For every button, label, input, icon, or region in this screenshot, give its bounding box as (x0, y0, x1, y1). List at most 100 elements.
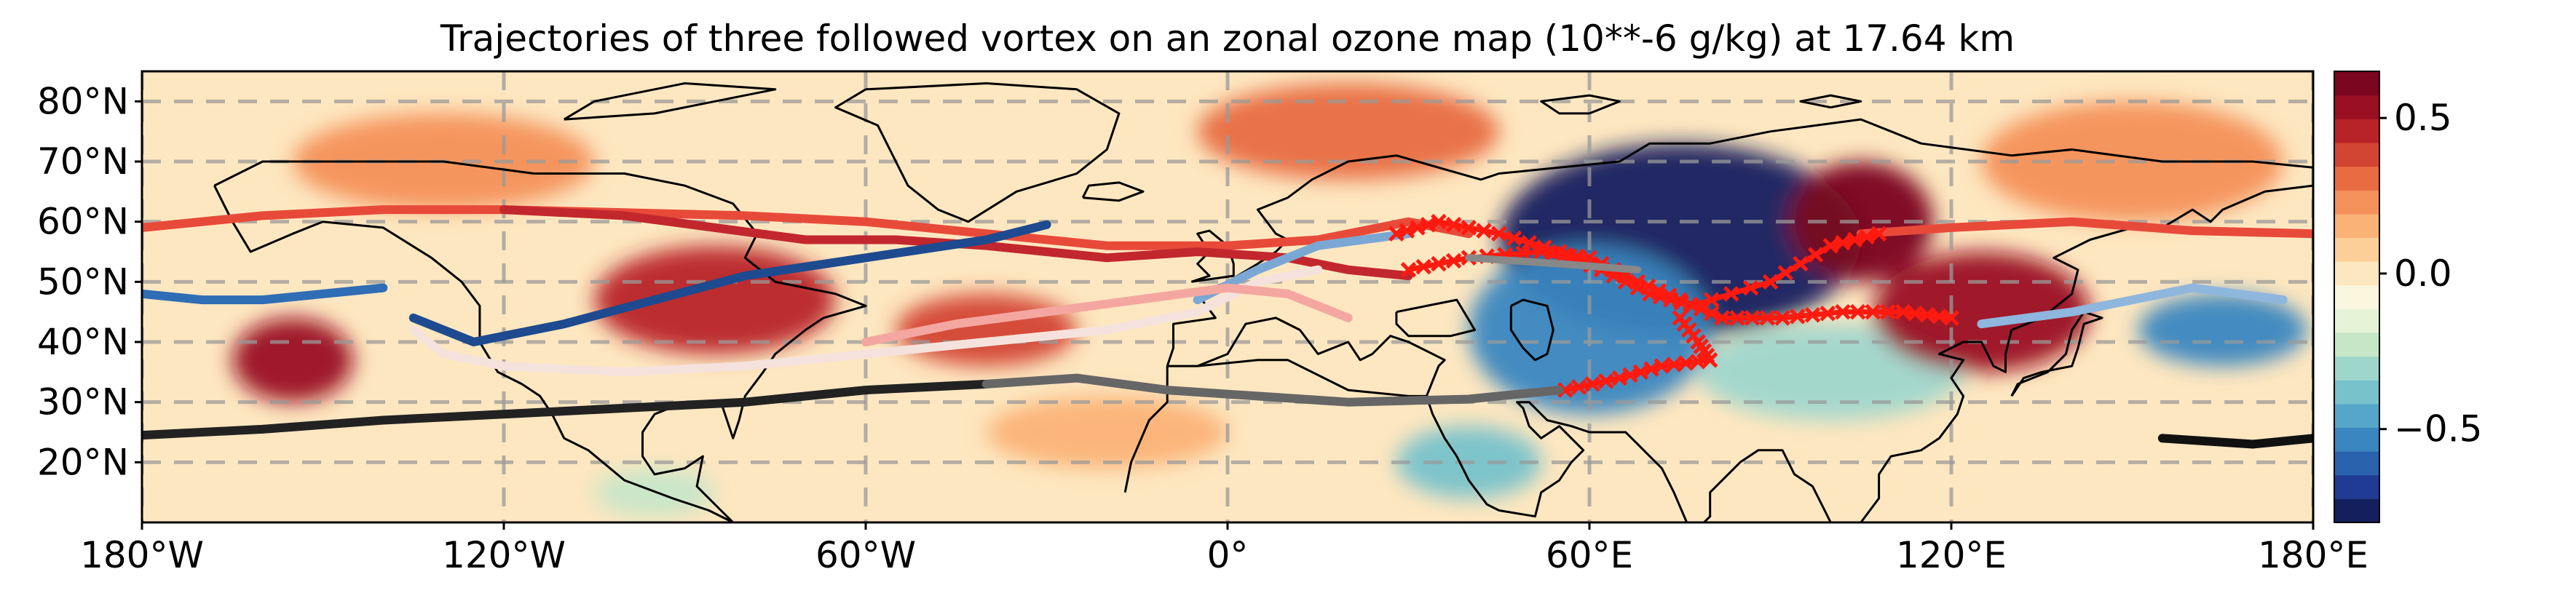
trajectory-marker (1762, 274, 1779, 290)
colorbar-level (2334, 213, 2379, 239)
trajectory-12 (142, 379, 991, 440)
colorbar-level (2334, 166, 2379, 191)
x-tick-label: 180°W (80, 534, 204, 576)
coastline-2 (564, 82, 777, 121)
trajectory-marker (1807, 247, 1824, 263)
trajectory-marker (1820, 305, 1836, 322)
trajectory-marker (1445, 252, 1462, 269)
colorbar-tick-label: 0.0 (2394, 252, 2452, 295)
coastline-3 (834, 82, 1121, 223)
colorbar-level (2334, 474, 2379, 499)
trajectory-marker (1663, 292, 1679, 308)
trajectory-marker (1476, 223, 1492, 239)
trajectory-marker (1684, 298, 1700, 314)
y-tick-label: 60°N (37, 201, 129, 243)
trajectory-8 (861, 283, 1353, 346)
trajectory-marker (1849, 303, 1866, 320)
trajectory-marker (1672, 310, 1688, 326)
colorbar-level (2334, 261, 2379, 286)
trajectory-marker (1461, 220, 1477, 236)
map-area (142, 71, 2313, 522)
trajectory-7 (408, 265, 1323, 377)
x-tick-label: 180°E (2258, 534, 2368, 576)
trajectory-marker (1652, 289, 1669, 305)
trajectory-marker (1611, 370, 1628, 386)
colorbar-level (2334, 190, 2379, 215)
y-tick-label: 50°N (37, 260, 129, 303)
trajectory-marker (1490, 226, 1507, 242)
ozone-anomaly-field (232, 83, 2307, 517)
trajectory-marker (1643, 361, 1659, 377)
trajectory-marker (1673, 295, 1690, 311)
trajectory-marker (1907, 305, 1924, 322)
trajectory-marker (1859, 228, 1875, 245)
trajectory-marker (1551, 244, 1568, 260)
trajectory-marker (1931, 309, 1948, 325)
colorbar-level (2334, 380, 2379, 405)
ozone-anomaly-13 (986, 396, 1228, 469)
trajectory-marker (1895, 303, 1911, 320)
trajectory-14 (2157, 434, 2313, 449)
trajectory-marker (1571, 379, 1587, 395)
colorbar: 0.5 0.0 −0.5 (2334, 71, 2482, 523)
trajectory-marker (1400, 262, 1417, 278)
coastline-10 (2010, 311, 2103, 397)
colorbar-level (2334, 356, 2379, 381)
trajectory-marker (1431, 255, 1447, 272)
colorbar-tick-label: −0.5 (2394, 408, 2482, 450)
colorbar-level (2334, 451, 2379, 476)
trajectory-2 (1856, 217, 2313, 239)
x-tick-label: 120°W (442, 534, 566, 576)
coastline-12 (1509, 298, 1554, 362)
trajectory-marker (1880, 303, 1896, 320)
trajectory-marker (1420, 217, 1437, 233)
colorbar-level (2334, 427, 2379, 452)
colorbar-tick-label: 0.5 (2394, 97, 2452, 139)
colorbar-level (2334, 332, 2379, 357)
coastline-8 (1425, 395, 1832, 522)
trajectory-marker (1415, 258, 1431, 275)
trajectory-marker (1793, 255, 1809, 272)
y-tick-label: 40°N (37, 321, 129, 363)
colorbar-frame (2334, 71, 2380, 523)
colorbar-level (2334, 71, 2379, 96)
trajectory-marker (1642, 286, 1658, 302)
coastline-6 (1167, 317, 1446, 397)
trajectory-marker (1943, 310, 1959, 326)
trajectory-marker (1654, 358, 1670, 374)
trajectory-marker (1388, 226, 1404, 242)
y-tick-label: 30°N (37, 381, 129, 423)
trajectory-marker (1703, 292, 1720, 308)
y-tick-label: 70°N (37, 140, 129, 183)
y-tick-label: 20°N (37, 441, 129, 483)
coastline-1 (213, 185, 734, 522)
coastline-15 (1799, 94, 1862, 109)
trajectory-marker (1742, 279, 1759, 296)
trajectory-marker (1584, 376, 1600, 392)
colorbar-level (2334, 142, 2379, 167)
trajectory-marker (1703, 305, 1720, 322)
trajectory-marker (1714, 310, 1730, 326)
trajectory-1 (499, 205, 1413, 281)
y-tick-label: 80°N (37, 80, 129, 122)
ozone-anomaly-12 (1197, 83, 1499, 180)
x-tick-label: 60°E (1546, 534, 1633, 576)
trajectory-marker (1759, 310, 1776, 326)
coastline-14 (1540, 94, 1621, 115)
x-tick-label: 0° (1207, 534, 1249, 576)
colorbar-level (2334, 119, 2379, 143)
trajectory-marker (1617, 274, 1634, 290)
trajectory-marker (1410, 220, 1426, 236)
trajectory-marker (1557, 382, 1573, 398)
trajectory-marker (1835, 234, 1851, 251)
ozone-anomaly-8 (232, 317, 353, 402)
ozone-anomaly-2 (2138, 293, 2307, 367)
trajectory-marker (1431, 213, 1447, 230)
trajectory-marker (1622, 367, 1638, 383)
colorbar-ticks: 0.5 0.0 −0.5 (2379, 97, 2482, 450)
colorbar-level (2334, 309, 2379, 333)
trajectory-marker (1632, 364, 1649, 381)
trajectory-marker (1804, 307, 1821, 323)
colorbar-level (2334, 498, 2379, 523)
